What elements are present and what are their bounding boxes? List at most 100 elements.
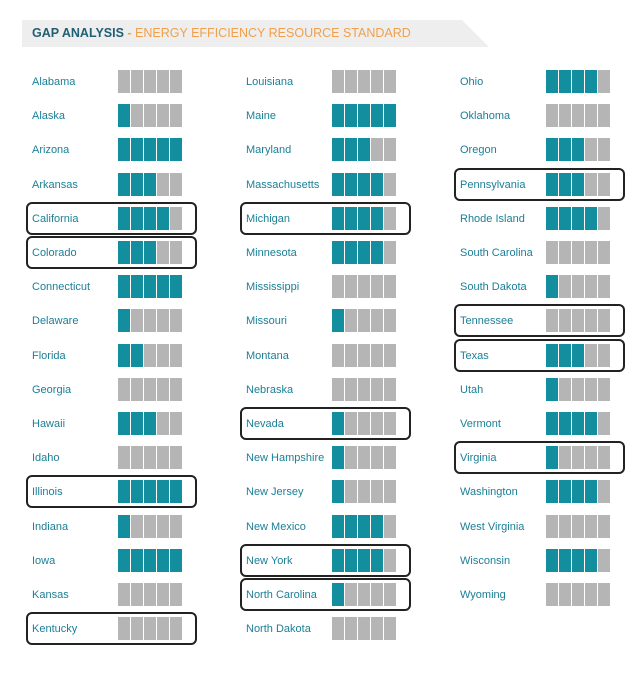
- score-cell-empty: [170, 70, 182, 93]
- score-cell-empty: [585, 446, 597, 469]
- score-bar: [118, 583, 182, 606]
- score-cell-empty: [118, 446, 130, 469]
- state-row: Illinois: [0, 475, 640, 508]
- score-cell-empty: [598, 515, 610, 538]
- state-row: New Jersey: [0, 480, 640, 506]
- title-main: GAP ANALYSIS: [32, 26, 124, 40]
- score-cell-filled: [559, 480, 571, 503]
- highlight-box: [240, 407, 411, 440]
- score-cell-empty: [559, 104, 571, 127]
- state-label: Arizona: [32, 144, 70, 156]
- score-cell-empty: [371, 70, 383, 93]
- score-cell-empty: [384, 207, 396, 230]
- score-cell-filled: [358, 173, 370, 196]
- score-cell-empty: [598, 446, 610, 469]
- score-cell-empty: [585, 138, 597, 161]
- score-cell-filled: [572, 207, 584, 230]
- score-bar: [546, 138, 610, 161]
- score-cell-empty: [170, 583, 182, 606]
- score-cell-empty: [598, 104, 610, 127]
- state-row: Pennsylvania: [0, 168, 640, 201]
- score-cell-empty: [546, 309, 558, 332]
- state-row: Indiana: [0, 515, 640, 541]
- state-label: South Carolina: [460, 247, 533, 259]
- score-cell-empty: [345, 309, 357, 332]
- score-cell-empty: [157, 241, 169, 264]
- score-cell-filled: [118, 173, 130, 196]
- score-cell-filled: [345, 515, 357, 538]
- score-cell-empty: [598, 412, 610, 435]
- score-cell-empty: [358, 480, 370, 503]
- score-cell-empty: [118, 583, 130, 606]
- score-bar: [332, 378, 396, 401]
- score-bar: [332, 515, 396, 538]
- score-bar: [546, 207, 610, 230]
- state-row: Minnesota: [0, 241, 640, 267]
- score-cell-empty: [170, 309, 182, 332]
- score-bar: [118, 344, 182, 367]
- score-cell-filled: [559, 549, 571, 572]
- score-cell-filled: [384, 104, 396, 127]
- score-cell-filled: [332, 138, 344, 161]
- score-cell-filled: [118, 412, 130, 435]
- score-bar: [546, 344, 610, 367]
- score-cell-filled: [572, 412, 584, 435]
- state-row: Tennessee: [0, 304, 640, 337]
- state-row: Missouri: [0, 309, 640, 335]
- state-row: Kentucky: [0, 612, 640, 645]
- score-cell-filled: [585, 207, 597, 230]
- score-cell-empty: [157, 412, 169, 435]
- state-label: Alaska: [32, 110, 66, 122]
- state-row: Rhode Island: [0, 207, 640, 233]
- score-cell-filled: [170, 138, 182, 161]
- score-cell-filled: [144, 412, 156, 435]
- score-cell-empty: [371, 446, 383, 469]
- score-cell-empty: [384, 275, 396, 298]
- state-row: Maryland: [0, 138, 640, 164]
- state-row: Massachusetts: [0, 173, 640, 199]
- score-cell-empty: [358, 275, 370, 298]
- score-cell-filled: [332, 207, 344, 230]
- score-cell-empty: [598, 583, 610, 606]
- score-cell-empty: [358, 617, 370, 640]
- state-row: Oregon: [0, 138, 640, 164]
- score-cell-empty: [572, 241, 584, 264]
- score-bar: [546, 275, 610, 298]
- score-cell-filled: [559, 344, 571, 367]
- score-cell-filled: [144, 207, 156, 230]
- state-label: New Hampshire: [246, 452, 325, 464]
- score-cell-empty: [371, 309, 383, 332]
- score-cell-filled: [170, 480, 182, 503]
- score-bar: [118, 412, 182, 435]
- score-bar: [118, 275, 182, 298]
- score-cell-empty: [332, 344, 344, 367]
- score-cell-empty: [144, 515, 156, 538]
- score-cell-empty: [585, 378, 597, 401]
- highlight-box: [454, 168, 625, 201]
- score-cell-filled: [371, 549, 383, 572]
- score-cell-filled: [332, 173, 344, 196]
- score-cell-empty: [598, 241, 610, 264]
- score-cell-filled: [332, 583, 344, 606]
- state-label: Hawaii: [32, 418, 66, 430]
- score-cell-empty: [144, 446, 156, 469]
- score-bar: [332, 480, 396, 503]
- score-cell-empty: [358, 344, 370, 367]
- score-cell-filled: [345, 173, 357, 196]
- score-cell-empty: [345, 480, 357, 503]
- score-cell-empty: [358, 412, 370, 435]
- score-cell-filled: [358, 549, 370, 572]
- score-cell-filled: [131, 480, 143, 503]
- state-row: Kansas: [0, 583, 640, 609]
- score-cell-empty: [559, 583, 571, 606]
- score-cell-empty: [384, 241, 396, 264]
- state-row: Alabama: [0, 70, 640, 96]
- highlight-box: [240, 202, 411, 235]
- score-bar: [332, 275, 396, 298]
- score-cell-empty: [131, 70, 143, 93]
- score-cell-filled: [345, 549, 357, 572]
- state-row: Connecticut: [0, 275, 640, 301]
- score-cell-empty: [384, 138, 396, 161]
- state-label: Delaware: [32, 315, 79, 327]
- score-cell-filled: [118, 241, 130, 264]
